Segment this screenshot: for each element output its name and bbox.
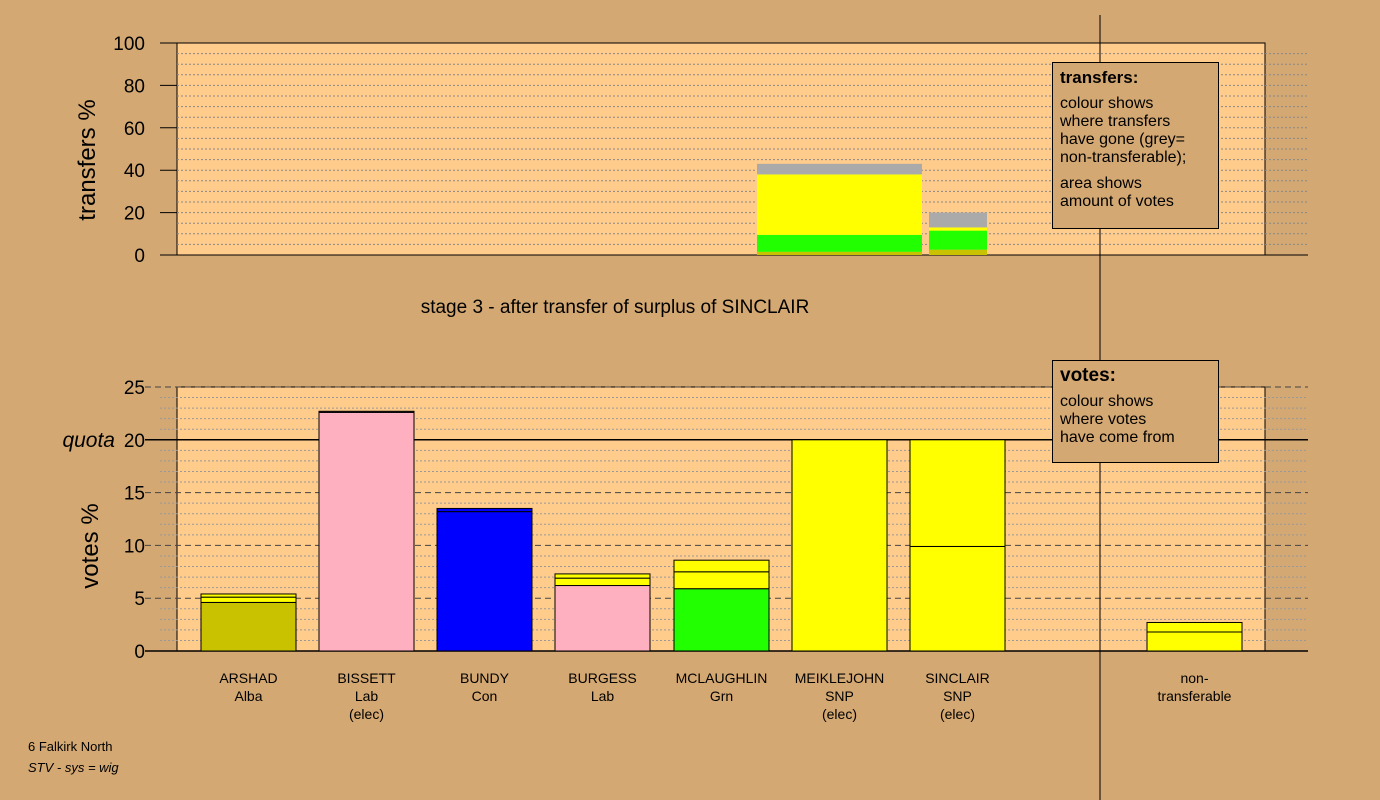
candidate-party-label: Lab — [355, 688, 379, 704]
transfers-y-tick-label: 80 — [124, 76, 145, 97]
transfer-segment — [757, 174, 922, 234]
votes-y-tick-label: 0 — [134, 642, 145, 663]
transfers-legend: transfers: colour shows where transfers … — [1052, 62, 1219, 229]
vote-segment — [555, 574, 650, 578]
votes-legend-line: have come from — [1060, 429, 1175, 446]
transfer-segment — [757, 164, 922, 175]
vote-segment — [437, 512, 532, 651]
candidate-name-label: non- — [1180, 670, 1208, 686]
candidate-party-label: Alba — [234, 688, 262, 704]
candidate-party-label: SNP — [825, 688, 854, 704]
votes-legend-title: votes: — [1060, 367, 1210, 385]
vote-segment — [674, 560, 769, 572]
vote-segment — [1147, 622, 1242, 632]
transfer-segment — [929, 231, 987, 250]
votes-y-tick-label: 20 — [124, 431, 145, 452]
candidate-party-label: SNP — [943, 688, 972, 704]
transfer-segment — [929, 227, 987, 230]
transfer-segment — [929, 213, 987, 228]
candidate-name-label: ARSHAD — [219, 670, 277, 686]
candidate-party-label: Con — [472, 688, 498, 704]
transfer-segment — [929, 250, 987, 255]
transfers-legend-line: non-transferable); — [1060, 149, 1186, 166]
transfers-y-tick-label: 60 — [124, 119, 145, 140]
candidate-name-label: MEIKLEJOHN — [795, 670, 884, 686]
stage-title: stage 3 - after transfer of surplus of S… — [421, 297, 810, 318]
candidate-status-label: (elec) — [940, 706, 975, 722]
vote-segment — [555, 578, 650, 585]
vote-segment — [201, 602, 296, 651]
vote-segment — [201, 597, 296, 602]
candidate-name-label: SINCLAIR — [925, 670, 990, 686]
candidate-status-label: (elec) — [349, 706, 384, 722]
vote-segment — [792, 440, 887, 651]
transfers-y-tick-label: 40 — [124, 161, 145, 182]
vote-segment — [1147, 632, 1242, 651]
votes-y-tick-label: 15 — [124, 484, 145, 505]
vote-segment — [910, 546, 1005, 651]
votes-legend-line: colour shows — [1060, 393, 1153, 410]
vote-segment — [319, 412, 414, 651]
candidate-party-label: Grn — [710, 688, 733, 704]
vote-segment — [674, 589, 769, 651]
transfers-legend-line: colour shows — [1060, 95, 1153, 112]
votes-y-tick-label: 10 — [124, 536, 145, 557]
candidate-name-label: BURGESS — [568, 670, 636, 686]
votes-y-tick-label: 5 — [134, 589, 145, 610]
candidate-party-label: transferable — [1158, 688, 1232, 704]
transfers-y-tick-label: 20 — [124, 204, 145, 225]
system-label: STV - sys = wig — [28, 760, 119, 775]
candidate-name-label: BUNDY — [460, 670, 510, 686]
vote-segment — [910, 440, 1005, 547]
transfers-legend-line: where transfers — [1060, 113, 1170, 130]
transfers-legend-line: have gone (grey= — [1060, 131, 1185, 148]
votes-legend-line: where votes — [1060, 411, 1146, 428]
vote-segment — [437, 508, 532, 511]
votes-y-axis-label: votes % — [77, 503, 104, 588]
candidate-name-label: MCLAUGHLIN — [676, 670, 768, 686]
transfers-y-tick-label: 0 — [134, 246, 145, 267]
transfers-legend-line: area shows — [1060, 175, 1142, 192]
constituency-label: 6 Falkirk North — [28, 739, 113, 754]
transfers-y-axis-label: transfers % — [74, 99, 101, 220]
vote-segment — [319, 411, 414, 412]
transfers-legend-line: amount of votes — [1060, 193, 1174, 210]
candidate-status-label: (elec) — [822, 706, 857, 722]
candidate-party-label: Lab — [591, 688, 615, 704]
quota-label: quota — [62, 429, 115, 452]
vote-segment — [555, 586, 650, 651]
transfer-segment — [757, 252, 922, 255]
votes-y-tick-label: 25 — [124, 378, 145, 399]
transfers-y-tick-label: 100 — [113, 34, 145, 55]
candidate-name-label: BISSETT — [337, 670, 396, 686]
transfers-legend-title: transfers: — [1060, 69, 1210, 87]
vote-segment — [201, 594, 296, 597]
vote-segment — [674, 572, 769, 589]
votes-legend: votes: colour shows where votes have com… — [1052, 360, 1219, 463]
transfer-segment — [757, 235, 922, 252]
